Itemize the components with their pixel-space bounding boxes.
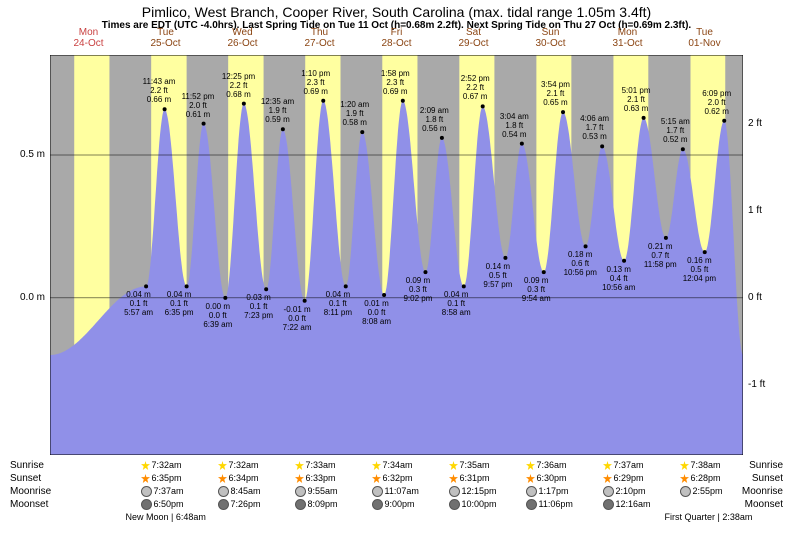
y-axis-ft-tick: -1 ft — [748, 379, 778, 390]
sun-moon-cell: 7:36am — [526, 460, 567, 470]
tide-event-label: 0.00 m0.0 ft6:39 am — [203, 302, 232, 329]
tide-event-label: 0.03 m0.1 ft7:23 pm — [244, 293, 273, 320]
tide-event-label: 0.09 m0.3 ft9:02 pm — [403, 276, 432, 303]
day-label: Thu27-Oct — [282, 27, 358, 49]
tide-event-label: 12:35 am1.9 ft0.59 m — [261, 97, 294, 124]
moonset-label-right: Moonset — [745, 499, 783, 510]
sun-moon-cell: 7:33am — [295, 460, 336, 470]
tide-event-label: 1:10 pm2.3 ft0.69 m — [301, 69, 330, 96]
sun-moon-cell: 8:09pm — [295, 499, 338, 510]
sun-moon-cell: 11:07am — [372, 486, 419, 497]
sun-moon-cell: 10:00pm — [449, 499, 497, 510]
sun-moon-cell: 9:00pm — [372, 499, 415, 510]
tide-event-label: 0.13 m0.4 ft10:56 am — [602, 265, 635, 292]
moonset-label-left: Moonset — [10, 499, 48, 510]
sun-moon-cell: 1:17pm — [526, 486, 569, 497]
sun-moon-cell: 6:28pm — [680, 473, 721, 483]
sun-moon-cell: 7:37am — [141, 486, 184, 497]
sun-moon-cell: 9:55am — [295, 486, 338, 497]
sun-moon-section: Sunrise Sunset Moonrise Moonset Sunrise … — [0, 460, 793, 530]
sun-moon-cell: 6:33pm — [295, 473, 336, 483]
day-label: Sat29-Oct — [436, 27, 512, 49]
sun-moon-cell: 6:35pm — [141, 473, 182, 483]
tide-event-label: 5:15 am1.7 ft0.52 m — [661, 117, 690, 144]
tide-event-label: 0.01 m0.0 ft8:08 am — [362, 299, 391, 326]
day-label: Tue01-Nov — [667, 27, 743, 49]
sun-moon-cell: 6:50pm — [141, 499, 184, 510]
sun-moon-cell: 7:34am — [372, 460, 413, 470]
tide-event-label: 0.18 m0.6 ft10:56 pm — [564, 250, 597, 277]
tide-event-label: 0.04 m0.1 ft6:35 pm — [165, 290, 194, 317]
tide-event-label: 6:09 pm2.0 ft0.62 m — [702, 89, 731, 116]
tide-event-label: 3:04 am1.8 ft0.54 m — [500, 112, 529, 139]
sun-moon-cell: 12:16am — [603, 499, 651, 510]
sun-moon-cell: 11:06pm — [526, 499, 573, 510]
day-label: Mon24-Oct — [51, 27, 127, 49]
tide-event-label: 0.21 m0.7 ft11:58 pm — [644, 242, 677, 269]
sun-moon-cell: 6:29pm — [603, 473, 644, 483]
sun-moon-cell: 7:38am — [680, 460, 721, 470]
tide-event-label: 0.16 m0.5 ft12:04 pm — [683, 256, 716, 283]
y-axis-m-tick: 0.5 m — [15, 149, 45, 160]
tide-event-label: 0.04 m0.1 ft5:57 am — [124, 290, 153, 317]
plot-area: Mon24-OctTue25-OctWed26-OctThu27-OctFri2… — [50, 55, 743, 455]
tide-event-label: 11:43 am2.2 ft0.66 m — [143, 77, 176, 104]
tide-event-label: 2:52 pm2.2 ft0.67 m — [461, 74, 490, 101]
day-label: Mon31-Oct — [590, 27, 666, 49]
tide-event-label: 0.04 m0.1 ft8:11 pm — [324, 290, 352, 317]
tide-chart-svg — [50, 55, 743, 455]
sunrise-label-left: Sunrise — [10, 460, 44, 471]
sun-moon-cell: 6:30pm — [526, 473, 567, 483]
sunset-label-right: Sunset — [752, 473, 783, 484]
day-label: Tue25-Oct — [128, 27, 204, 49]
tide-event-label: 0.09 m0.3 ft9:54 am — [522, 276, 551, 303]
day-label: Sun30-Oct — [513, 27, 589, 49]
tide-event-label: 12:25 pm2.2 ft0.68 m — [222, 72, 255, 99]
sun-moon-cell: 7:35am — [449, 460, 490, 470]
sun-moon-cell: 6:34pm — [218, 473, 259, 483]
tide-event-label: 5:01 pm2.1 ft0.63 m — [622, 86, 651, 113]
tide-event-label: 0.14 m0.5 ft9:57 pm — [483, 262, 512, 289]
sun-moon-cell: 7:32am — [218, 460, 259, 470]
sunset-label-left: Sunset — [10, 473, 41, 484]
moonrise-label-left: Moonrise — [10, 486, 51, 497]
chart-title: Pimlico, West Branch, Cooper River, Sout… — [0, 0, 793, 20]
tide-event-label: 3:54 pm2.1 ft0.65 m — [541, 80, 570, 107]
sun-moon-cell: 6:31pm — [449, 473, 490, 483]
tide-event-label: 11:52 pm2.0 ft0.61 m — [182, 92, 215, 119]
y-axis-m-tick: 0.0 m — [15, 292, 45, 303]
y-axis-ft-tick: 0 ft — [748, 292, 778, 303]
moonrise-label-right: Moonrise — [742, 486, 783, 497]
tide-event-label: -0.01 m0.0 ft7:22 am — [283, 305, 312, 332]
sun-moon-cell: 2:55pm — [680, 486, 723, 497]
tide-event-label: 2:09 am1.8 ft0.56 m — [420, 106, 449, 133]
tide-event-label: 4:06 am1.7 ft0.53 m — [580, 114, 609, 141]
moon-phase-label: First Quarter | 2:38am — [665, 512, 753, 522]
day-label: Fri28-Oct — [359, 27, 435, 49]
tide-event-label: 1:58 pm2.3 ft0.69 m — [381, 69, 410, 96]
sunrise-label-right: Sunrise — [749, 460, 783, 471]
sun-moon-cell: 6:32pm — [372, 473, 413, 483]
sun-moon-cell: 7:32am — [141, 460, 182, 470]
sun-moon-cell: 2:10pm — [603, 486, 646, 497]
sun-moon-cell: 12:15pm — [449, 486, 497, 497]
y-axis-ft-tick: 2 ft — [748, 118, 778, 129]
sun-moon-cell: 7:26pm — [218, 499, 261, 510]
tide-event-label: 1:20 am1.9 ft0.58 m — [340, 100, 369, 127]
moon-phase-label: New Moon | 6:48am — [126, 512, 206, 522]
tide-event-label: 0.04 m0.1 ft8:58 am — [442, 290, 471, 317]
day-label: Wed26-Oct — [205, 27, 281, 49]
y-axis-ft-tick: 1 ft — [748, 205, 778, 216]
sun-moon-cell: 7:37am — [603, 460, 644, 470]
sun-moon-cell: 8:45am — [218, 486, 261, 497]
